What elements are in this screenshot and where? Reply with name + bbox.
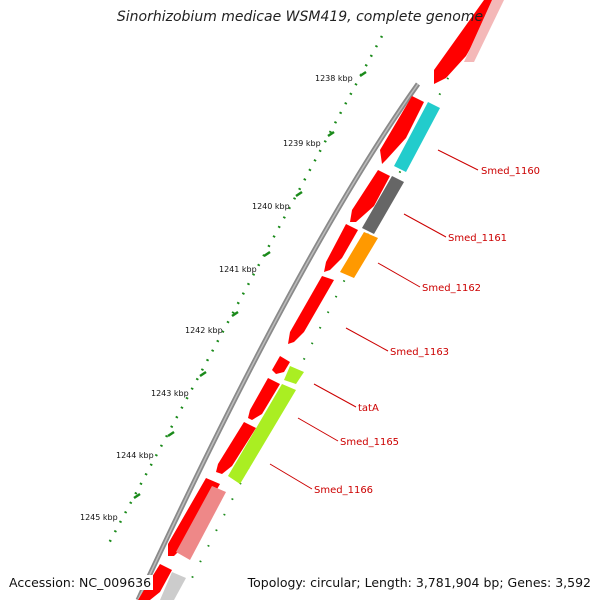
cds-forward[interactable] (272, 356, 290, 374)
cds-forward[interactable] (216, 422, 256, 474)
gene-grey[interactable] (160, 572, 186, 600)
forward-strand-genes (138, 0, 498, 600)
cds-forward[interactable] (324, 224, 358, 272)
genome-summary-label: Topology: circular; Length: 3,781,904 bp… (245, 575, 593, 590)
genome-backbone-highlight (137, 83, 419, 601)
kbp-label: 1238 kbp (315, 74, 353, 83)
cds-forward[interactable] (350, 170, 390, 222)
accession-label: Accession: NC_009636 (7, 575, 154, 590)
gene-label[interactable]: Smed_1160 (481, 166, 540, 177)
cds-forward[interactable] (248, 378, 280, 420)
gene-smed-1165[interactable] (228, 384, 296, 484)
cds-forward[interactable] (380, 96, 424, 164)
kbp-tick-marks (133, 70, 367, 500)
kbp-labels: 1238 kbp 1239 kbp 1240 kbp 1241 kbp 1242… (80, 74, 353, 522)
kbp-label: 1243 kbp (151, 389, 189, 398)
kbp-label: 1239 kbp (283, 139, 321, 148)
gene-smed-1160[interactable] (394, 102, 440, 172)
gene-label[interactable]: tatA (358, 403, 379, 414)
gene-leader-lines (269, 149, 479, 490)
cds-forward[interactable] (288, 276, 334, 344)
kbp-label: 1241 kbp (219, 265, 257, 274)
cds-forward[interactable] (434, 0, 498, 84)
gene-pink-top[interactable] (464, 0, 504, 62)
kbp-label: 1242 kbp (185, 326, 223, 335)
genome-backbone (135, 82, 421, 602)
gene-label[interactable]: Smed_1161 (448, 233, 507, 244)
gene-smed-1162[interactable] (340, 232, 378, 278)
reverse-strand-genes (160, 0, 504, 600)
gene-label[interactable]: Smed_1165 (340, 437, 399, 448)
gene-label[interactable]: Smed_1162 (422, 283, 481, 294)
gene-labels: Smed_1160 Smed_1161 Smed_1162 Smed_1163 … (314, 166, 540, 496)
kbp-label: 1244 kbp (116, 451, 154, 460)
gene-smed-1166[interactable] (176, 486, 226, 560)
gene-label[interactable]: Smed_1163 (390, 347, 449, 358)
kbp-label: 1245 kbp (80, 513, 118, 522)
cds-forward[interactable] (138, 564, 172, 600)
gene-label[interactable]: Smed_1166 (314, 485, 373, 496)
gene-tata[interactable] (284, 366, 304, 384)
genome-title: Sinorhizobium medicae WSM419, complete g… (116, 9, 484, 25)
gene-smed-1161[interactable] (362, 176, 404, 234)
kbp-label: 1240 kbp (252, 202, 290, 211)
